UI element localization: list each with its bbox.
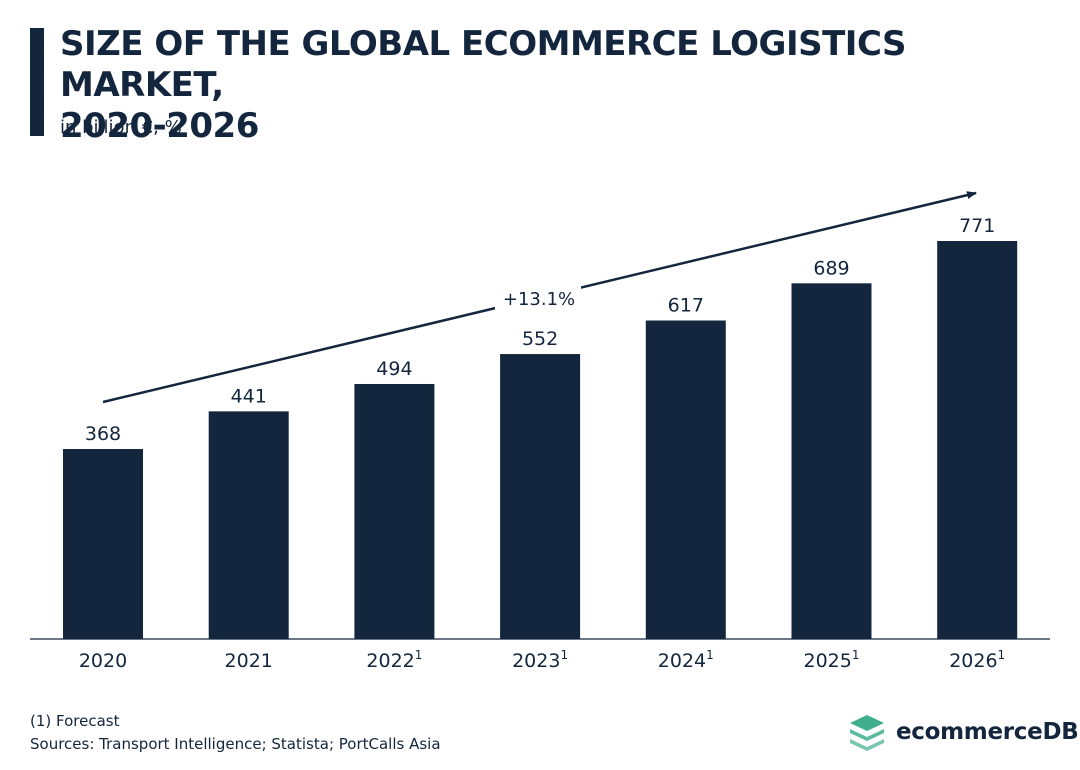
x-tick-label-2022: 20221 bbox=[366, 648, 422, 672]
forecast-footnote: (1) Forecast bbox=[30, 712, 120, 730]
chart-subtitle: in billion €, % bbox=[60, 117, 182, 138]
bar-chart: +13.1% 368 2020 441 2021 494 20221 552 20231 617… bbox=[30, 191, 1050, 672]
x-tick-label-2023: 20231 bbox=[512, 648, 568, 672]
bar-2026 bbox=[937, 241, 1018, 639]
value-label-2024: 617 bbox=[668, 294, 704, 316]
chart-title: SIZE OF THE GLOBAL ECOMMERCE LOGISTICS M… bbox=[60, 24, 907, 146]
x-tick-label-2026: 20261 bbox=[949, 648, 1005, 672]
annotation-background bbox=[495, 284, 581, 312]
bar-2023 bbox=[500, 354, 581, 639]
value-label-2023: 552 bbox=[522, 328, 558, 350]
forecast-superscript: 1 bbox=[560, 648, 568, 662]
brand-name: ecommerceDB bbox=[896, 719, 1079, 745]
forecast-superscript: 1 bbox=[706, 648, 714, 662]
title-accent-bar bbox=[30, 28, 44, 136]
x-tick-label-2021: 2021 bbox=[225, 650, 273, 672]
sources-note: Sources: Transport Intelligence; Statist… bbox=[30, 735, 441, 753]
x-tick-label-2024: 20241 bbox=[658, 648, 714, 672]
x-tick-label-2020: 2020 bbox=[79, 650, 127, 672]
value-label-2022: 494 bbox=[376, 358, 412, 380]
value-label-2021: 441 bbox=[231, 385, 267, 407]
bar-2024 bbox=[645, 320, 726, 639]
brand-logo[interactable]: ecommerceDB bbox=[848, 712, 1079, 752]
forecast-superscript: 1 bbox=[415, 648, 423, 662]
value-label-2026: 771 bbox=[959, 215, 995, 237]
forecast-superscript: 1 bbox=[998, 648, 1006, 662]
cagr-annotation: +13.1% bbox=[503, 289, 575, 310]
bar-2021 bbox=[208, 411, 289, 639]
bar-2020 bbox=[63, 449, 143, 639]
value-label-2020: 368 bbox=[85, 423, 121, 445]
stacked-layers-logo-icon bbox=[850, 715, 884, 751]
forecast-superscript: 1 bbox=[852, 648, 860, 662]
bar-2022 bbox=[354, 383, 435, 639]
x-tick-label-2025: 20251 bbox=[804, 648, 860, 672]
value-label-2025: 689 bbox=[813, 257, 849, 279]
bar-2025 bbox=[791, 283, 872, 639]
